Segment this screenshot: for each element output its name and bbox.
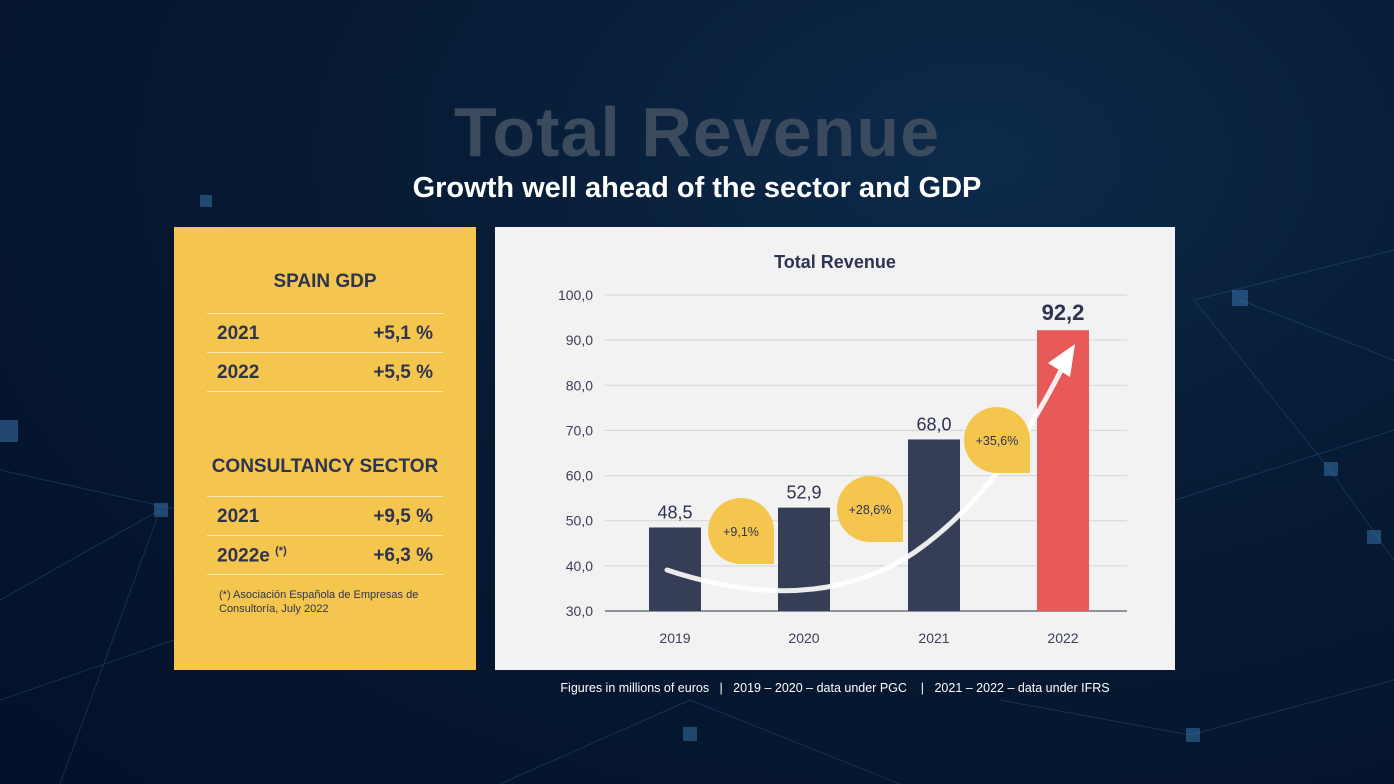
- row-year: 2021: [217, 323, 260, 344]
- row-value: +5,5 %: [373, 362, 433, 383]
- growth-bubble: [837, 476, 903, 542]
- table-row: 2022 +5,5 %: [207, 352, 443, 392]
- y-tick-label: 100,0: [558, 287, 593, 303]
- x-tick-label: 2019: [659, 630, 690, 646]
- data-label: 68,0: [916, 414, 951, 434]
- bar-2022: [1037, 330, 1089, 611]
- x-tick-label: 2020: [788, 630, 819, 646]
- row-value: +5,1 %: [373, 323, 433, 344]
- page-subtitle: Growth well ahead of the sector and GDP: [412, 172, 982, 204]
- y-tick-label: 40,0: [566, 558, 593, 574]
- page-title: Total Revenue: [453, 93, 941, 171]
- bar-2019: [649, 527, 701, 611]
- revenue-chart: Total Revenue 30,0 40,0 50,0 60,0 70,0 80,0 90,…: [558, 252, 1127, 646]
- y-tick-label: 30,0: [566, 603, 593, 619]
- footnote-marker: (*): [275, 545, 287, 557]
- chart-title: Total Revenue: [774, 252, 896, 272]
- row-year: 2022: [217, 362, 260, 383]
- x-tick-label: 2022: [1047, 630, 1078, 646]
- table-row: 2022e (*) +6,3 %: [207, 535, 443, 575]
- consultancy-heading: CONSULTANCY SECTOR: [211, 456, 439, 477]
- table-row: 2021 +9,5 %: [207, 496, 443, 535]
- growth-label: +35,6%: [976, 434, 1019, 448]
- bar-2021: [908, 439, 960, 611]
- row-value: +6,3 %: [373, 545, 433, 566]
- row-value: +9,5 %: [373, 506, 433, 527]
- y-tick-label: 60,0: [566, 468, 593, 484]
- y-tick-label: 70,0: [566, 422, 593, 438]
- growth-label: +9,1%: [723, 525, 759, 539]
- row-year: 2022e (*): [217, 545, 287, 567]
- row-year: 2021: [217, 506, 260, 527]
- figures-note: Figures in millions of euros | 2019 – 20…: [560, 681, 1110, 695]
- bar-2020: [778, 507, 830, 611]
- y-tick-label: 90,0: [566, 332, 593, 348]
- footnote: (*) Asociación Española de Empresas de C…: [219, 589, 419, 615]
- growth-label: +28,6%: [849, 503, 892, 517]
- growth-bubble: [964, 407, 1030, 473]
- spain-gdp-table: 2021 +5,1 % 2022 +5,5 %: [207, 313, 443, 392]
- table-row: 2021 +5,1 %: [207, 313, 443, 352]
- growth-arrow-head: [1048, 344, 1075, 377]
- data-label: 92,2: [1042, 300, 1085, 325]
- data-label: 48,5: [657, 502, 692, 522]
- spain-gdp-heading: SPAIN GDP: [273, 271, 377, 292]
- growth-bubble: [708, 498, 774, 564]
- x-tick-label: 2021: [918, 630, 949, 646]
- y-tick-label: 50,0: [566, 513, 593, 529]
- y-tick-label: 80,0: [566, 377, 593, 393]
- data-label: 52,9: [786, 483, 821, 503]
- market-growth-panel: [174, 227, 476, 670]
- consultancy-table: 2021 +9,5 % 2022e (*) +6,3 %: [207, 496, 443, 575]
